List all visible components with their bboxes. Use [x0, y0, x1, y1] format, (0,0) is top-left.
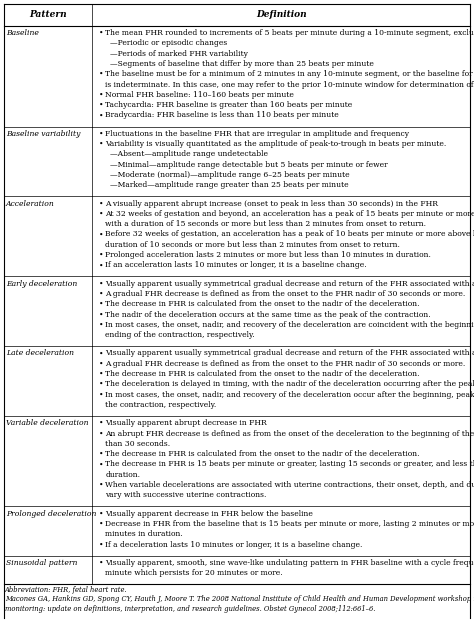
- Text: Abbreviation: FHR, fetal heart rate.: Abbreviation: FHR, fetal heart rate.: [5, 586, 128, 594]
- Text: •: •: [99, 481, 103, 489]
- Text: ending of the contraction, respectively.: ending of the contraction, respectively.: [105, 331, 255, 339]
- Text: If a deceleration lasts 10 minutes or longer, it is a baseline change.: If a deceleration lasts 10 minutes or lo…: [105, 541, 363, 549]
- Text: Baseline variability: Baseline variability: [6, 130, 81, 137]
- Text: Sinusoidal pattern: Sinusoidal pattern: [6, 559, 77, 567]
- Text: Variability is visually quantitated as the amplitude of peak-to-trough in beats : Variability is visually quantitated as t…: [105, 140, 447, 148]
- Text: —Moderate (normal)—amplitude range 6–25 beats per minute: —Moderate (normal)—amplitude range 6–25 …: [110, 171, 350, 179]
- Text: •: •: [99, 200, 103, 208]
- Text: Macones GA, Hankins GD, Spong CY, Hauth J, Moore T. The 2008 National Institute : Macones GA, Hankins GD, Spong CY, Hauth …: [5, 595, 474, 603]
- Text: Visually apparent, smooth, sine wave-like undulating pattern in FHR baseline wit: Visually apparent, smooth, sine wave-lik…: [105, 559, 474, 567]
- Bar: [4, 4, 470, 26]
- Text: vary with successive uterine contractions.: vary with successive uterine contraction…: [105, 491, 267, 499]
- Text: Fluctuations in the baseline FHR that are irregular in amplitude and frequency: Fluctuations in the baseline FHR that ar…: [105, 130, 410, 137]
- Text: —Minimal—amplitude range detectable but 5 beats per minute or fewer: —Minimal—amplitude range detectable but …: [110, 160, 388, 169]
- Text: •: •: [99, 419, 103, 427]
- Text: •: •: [99, 70, 103, 78]
- Text: When variable decelerations are associated with uterine contractions, their onse: When variable decelerations are associat…: [105, 481, 474, 489]
- Text: with a duration of 15 seconds or more but less than 2 minutes from onset to retu: with a duration of 15 seconds or more bu…: [105, 220, 427, 228]
- Text: A gradual FHR decrease is defined as from the onset to the FHR nadir of 30 secon: A gradual FHR decrease is defined as fro…: [105, 360, 465, 368]
- Text: Bradycardia: FHR baseline is less than 110 beats per minute: Bradycardia: FHR baseline is less than 1…: [105, 111, 339, 119]
- Text: •: •: [99, 460, 103, 468]
- Text: •: •: [99, 430, 103, 437]
- Text: Late deceleration: Late deceleration: [6, 350, 74, 358]
- Text: Decrease in FHR from the baseline that is 15 beats per minute or more, lasting 2: Decrease in FHR from the baseline that i…: [105, 520, 474, 528]
- Text: •: •: [99, 261, 103, 269]
- Text: Pattern: Pattern: [29, 11, 67, 19]
- Text: •: •: [99, 230, 103, 238]
- Text: Visually apparent abrupt decrease in FHR: Visually apparent abrupt decrease in FHR: [105, 419, 267, 427]
- Text: monitoring: update on definitions, interpretation, and research guidelines. Obst: monitoring: update on definitions, inter…: [5, 605, 375, 613]
- Text: than 30 seconds.: than 30 seconds.: [105, 440, 171, 448]
- Text: •: •: [99, 101, 103, 109]
- Text: The baseline must be for a minimum of 2 minutes in any 10-minute segment, or the: The baseline must be for a minimum of 2 …: [105, 70, 474, 78]
- Text: Variable deceleration: Variable deceleration: [6, 419, 89, 427]
- Text: Visually apparent usually symmetrical gradual decrease and return of the FHR ass: Visually apparent usually symmetrical gr…: [105, 280, 474, 287]
- Text: —Segments of baseline that differ by more than 25 beats per minute: —Segments of baseline that differ by mor…: [110, 60, 374, 68]
- Text: Early deceleration: Early deceleration: [6, 280, 77, 287]
- Text: •: •: [99, 130, 103, 137]
- Text: Visually apparent decrease in FHR below the baseline: Visually apparent decrease in FHR below …: [105, 509, 313, 518]
- Text: Normal FHR baseline: 110–160 beats per minute: Normal FHR baseline: 110–160 beats per m…: [105, 91, 294, 99]
- Text: In most cases, the onset, nadir, and recovery of the deceleration occur after th: In most cases, the onset, nadir, and rec…: [105, 391, 474, 399]
- Text: the contraction, respectively.: the contraction, respectively.: [105, 401, 217, 409]
- Text: minutes in duration.: minutes in duration.: [105, 530, 183, 538]
- Text: •: •: [99, 300, 103, 309]
- Text: minute which persists for 20 minutes or more.: minute which persists for 20 minutes or …: [105, 569, 283, 577]
- Text: —Marked—amplitude range greater than 25 beats per minute: —Marked—amplitude range greater than 25 …: [110, 181, 349, 189]
- Text: •: •: [99, 140, 103, 148]
- Text: Before 32 weeks of gestation, an acceleration has a peak of 10 beats per minute : Before 32 weeks of gestation, an acceler…: [105, 230, 474, 238]
- Text: •: •: [99, 520, 103, 528]
- Text: •: •: [99, 370, 103, 378]
- Text: duration.: duration.: [105, 471, 140, 479]
- Text: The deceleration is delayed in timing, with the nadir of the deceleration occurr: The deceleration is delayed in timing, w…: [105, 380, 474, 388]
- Text: •: •: [99, 360, 103, 368]
- Text: •: •: [99, 509, 103, 518]
- Text: The mean FHR rounded to increments of 5 beats per minute during a 10-minute segm: The mean FHR rounded to increments of 5 …: [105, 29, 474, 37]
- Text: Visually apparent usually symmetrical gradual decrease and return of the FHR ass: Visually apparent usually symmetrical gr…: [105, 350, 474, 358]
- Text: •: •: [99, 310, 103, 318]
- Text: •: •: [99, 541, 103, 549]
- Text: •: •: [99, 321, 103, 329]
- Text: Tachycardia: FHR baseline is greater than 160 beats per minute: Tachycardia: FHR baseline is greater tha…: [105, 101, 353, 109]
- Text: duration of 10 seconds or more but less than 2 minutes from onset to return.: duration of 10 seconds or more but less …: [105, 241, 401, 249]
- Text: •: •: [99, 559, 103, 567]
- Text: Prolonged deceleration: Prolonged deceleration: [6, 509, 96, 518]
- Text: Acceleration: Acceleration: [6, 200, 55, 208]
- Text: The decrease in FHR is calculated from the onset to the nadir of the deceleratio: The decrease in FHR is calculated from t…: [105, 300, 420, 309]
- Text: •: •: [99, 280, 103, 287]
- Text: A gradual FHR decrease is defined as from the onset to the FHR nadir of 30 secon: A gradual FHR decrease is defined as fro…: [105, 290, 465, 298]
- Text: •: •: [99, 251, 103, 259]
- Text: •: •: [99, 29, 103, 37]
- Text: —Periodic or episodic changes: —Periodic or episodic changes: [110, 39, 228, 47]
- Text: •: •: [99, 210, 103, 218]
- Text: •: •: [99, 380, 103, 388]
- Text: In most cases, the onset, nadir, and recovery of the deceleration are coincident: In most cases, the onset, nadir, and rec…: [105, 321, 474, 329]
- Text: •: •: [99, 450, 103, 458]
- Text: The nadir of the deceleration occurs at the same time as the peak of the contrac: The nadir of the deceleration occurs at …: [105, 310, 431, 318]
- Text: An abrupt FHR decrease is defined as from the onset of the deceleration to the b: An abrupt FHR decrease is defined as fro…: [105, 430, 474, 437]
- Text: The decrease in FHR is calculated from the onset to the nadir of the deceleratio: The decrease in FHR is calculated from t…: [105, 450, 420, 458]
- Text: •: •: [99, 391, 103, 399]
- Text: Prolonged acceleration lasts 2 minutes or more but less than 10 minutes in durat: Prolonged acceleration lasts 2 minutes o…: [105, 251, 431, 259]
- Text: •: •: [99, 350, 103, 358]
- Text: •: •: [99, 290, 103, 298]
- Text: —Periods of marked FHR variability: —Periods of marked FHR variability: [110, 50, 248, 58]
- Text: •: •: [99, 111, 103, 119]
- Text: •: •: [99, 91, 103, 99]
- Text: At 32 weeks of gestation and beyond, an acceleration has a peak of 15 beats per : At 32 weeks of gestation and beyond, an …: [105, 210, 474, 218]
- Text: —Absent—amplitude range undetectable: —Absent—amplitude range undetectable: [110, 151, 268, 159]
- Text: The decrease in FHR is calculated from the onset to the nadir of the deceleratio: The decrease in FHR is calculated from t…: [105, 370, 420, 378]
- Text: A visually apparent abrupt increase (onset to peak in less than 30 seconds) in t: A visually apparent abrupt increase (ons…: [105, 200, 438, 208]
- Text: Definition: Definition: [256, 11, 307, 19]
- Text: Baseline: Baseline: [6, 29, 39, 37]
- Text: is indeterminate. In this case, one may refer to the prior 10-minute window for : is indeterminate. In this case, one may …: [105, 80, 474, 88]
- Text: The decrease in FHR is 15 beats per minute or greater, lasting 15 seconds or gre: The decrease in FHR is 15 beats per minu…: [105, 460, 474, 468]
- Text: If an acceleration lasts 10 minutes or longer, it is a baseline change.: If an acceleration lasts 10 minutes or l…: [105, 261, 367, 269]
